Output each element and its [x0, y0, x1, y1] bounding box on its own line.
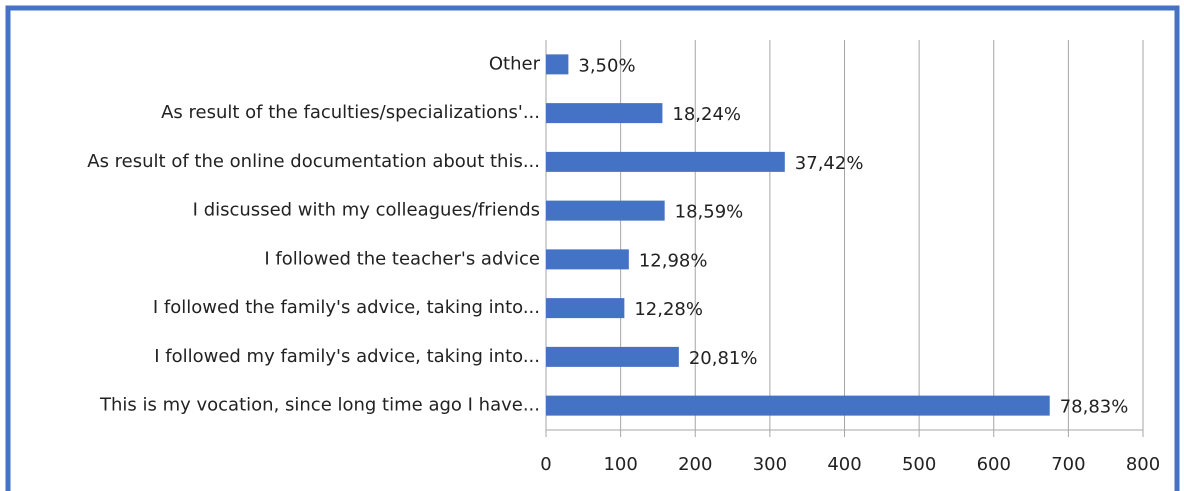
y-tick-label: This is my vocation, since long time ago…	[99, 395, 540, 416]
y-tick-label: As result of the online documentation ab…	[87, 151, 540, 172]
data-label: 3,50%	[578, 55, 635, 76]
frame	[5, 5, 1180, 491]
data-label: 20,81%	[689, 348, 758, 369]
data-label: 78,83%	[1060, 397, 1129, 418]
x-tick-label: 700	[1051, 454, 1085, 475]
data-label: 37,42%	[795, 153, 864, 174]
bar	[546, 103, 663, 124]
y-tick-label: I followed the family's advice, taking i…	[153, 297, 540, 318]
x-tick-label: 800	[1126, 454, 1160, 475]
data-label: 12,98%	[639, 250, 708, 271]
data-label: 18,59%	[675, 202, 744, 223]
x-tick-label: 100	[603, 454, 637, 475]
y-tick-label: As result of the faculties/specializatio…	[161, 102, 540, 123]
x-tick-label: 0	[540, 454, 551, 475]
bar	[546, 200, 665, 221]
data-label: 12,28%	[634, 299, 703, 320]
x-tick-label: 500	[902, 454, 936, 475]
y-tick-label: I discussed with my colleagues/friends	[193, 200, 540, 221]
bar	[546, 151, 785, 172]
bar	[546, 346, 679, 367]
x-tick-label: 400	[827, 454, 861, 475]
x-tick-label: 300	[753, 454, 787, 475]
bar	[546, 395, 1050, 416]
y-tick-label: I followed the teacher's advice	[264, 248, 540, 269]
bar	[546, 298, 625, 319]
data-label: 18,24%	[672, 104, 741, 125]
x-tick-label: 200	[678, 454, 712, 475]
bar	[546, 249, 629, 270]
x-tick-label: 600	[977, 454, 1011, 475]
y-tick-label: I followed my family's advice, taking in…	[154, 346, 540, 367]
bar	[546, 54, 569, 75]
y-tick-label: Other	[489, 53, 541, 74]
